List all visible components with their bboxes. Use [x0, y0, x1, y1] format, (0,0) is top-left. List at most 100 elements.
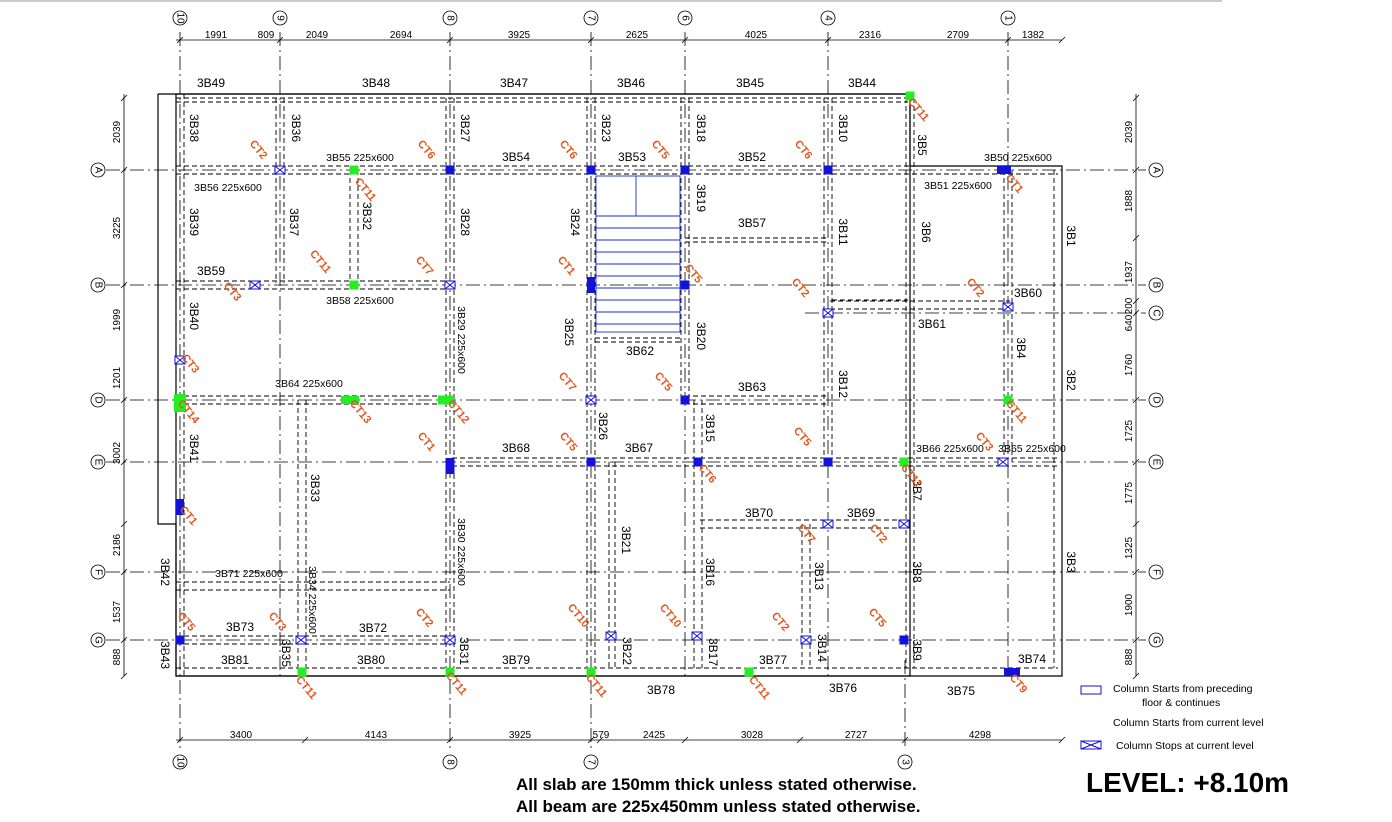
dimension-top: 2709 [947, 30, 970, 41]
column-27 [1004, 668, 1020, 676]
grid-bubble-top-10: 10 [172, 10, 188, 26]
column-0 [905, 91, 915, 101]
beam-label: 3B71 225x600 [215, 568, 283, 580]
dimension-top: 809 [258, 30, 275, 41]
column-type-label: CT2 [247, 138, 270, 162]
column-stop-3 [822, 308, 834, 318]
beam-label: 3B43 [158, 641, 172, 669]
dimension-left: 2186 [112, 533, 123, 556]
column-type-label: CT11 [746, 674, 772, 702]
grid-label: 9 [274, 15, 285, 21]
dimension-bottom: 3028 [741, 730, 764, 741]
grid-label: 4 [822, 15, 833, 21]
level-title: LEVEL: +8.10m [1086, 767, 1289, 798]
grid-bubble-top-8: 8 [442, 10, 458, 26]
column-type-label: CT14 [175, 398, 202, 427]
column-stop-7 [997, 457, 1009, 467]
grid-bubble-right-A: A [1148, 162, 1164, 178]
beam-label: 3B21 [619, 526, 633, 554]
legend-text-continuing: Column Starts from preceding [1113, 683, 1253, 695]
dimension-right: 1325 [1124, 536, 1135, 559]
beam-label: 3B34 225x600 [306, 566, 318, 634]
beam-label: 3B27 [458, 114, 472, 142]
column-type-label: CT5 [557, 430, 580, 454]
beam-label: 3B60 [1014, 286, 1042, 300]
column-stop-14 [800, 635, 812, 645]
grid-label: C [1150, 309, 1161, 316]
column-stop-6 [585, 395, 597, 405]
column-type-label: CT6 [415, 138, 438, 162]
beam-label: 3B41 [187, 434, 201, 462]
column-12 [438, 395, 454, 405]
dimension-top: 2049 [306, 30, 329, 41]
dimension-bottom: 3925 [509, 730, 532, 741]
grid-bubble-left-A: A [90, 162, 106, 178]
beam-label: 3B73 [226, 620, 254, 634]
dimension-top: 3925 [508, 30, 531, 41]
beam-label: 3B53 [618, 150, 646, 164]
beam-label: 3B76 [829, 681, 857, 695]
column-4 [680, 165, 690, 175]
grid-bubble-left-D: D [90, 392, 106, 408]
grid-label: E [92, 459, 103, 466]
grid-label: 8 [444, 759, 455, 765]
columns [174, 91, 1020, 677]
beam-label: 3B47 [500, 76, 528, 90]
column-type-label: CT7 [413, 254, 436, 278]
column-type-label: CT11 [293, 674, 319, 702]
beam-label: 3B79 [502, 653, 530, 667]
dimension-right: 1888 [1124, 189, 1135, 212]
beam-label: 3B52 [738, 150, 766, 164]
grid-label: G [92, 636, 103, 644]
beam-label: 3B15 [703, 414, 717, 442]
column-type-label: CT1 [415, 430, 438, 454]
column-1 [349, 165, 359, 175]
beam-label: 3B50 225x600 [984, 152, 1052, 164]
beam-label: 3B81 [221, 653, 249, 667]
dimension-right: 1900 [1124, 593, 1135, 616]
column-15 [445, 458, 455, 474]
column-10 [174, 394, 186, 412]
beam-label: 3B33 [308, 474, 322, 502]
grid-bubbles: 10 9 8 7 6 4 1 10 8 7 3 A A B B C D D E E F F G G [90, 10, 1164, 770]
beam-label: 3B13 [812, 562, 826, 590]
grid-label: 3 [899, 759, 910, 765]
column-type-labels: CT11 CT2 CT6 CT6 CT5 CT6 CT11 CT1 CT11 CT7 CT1 CT5 C… [175, 96, 1030, 702]
grid-bubble-bottom-8: 8 [442, 754, 458, 770]
column-type-label: CT6 [792, 138, 815, 162]
grid-label: A [1150, 167, 1161, 174]
beam-label: 3B36 [289, 114, 303, 142]
grid-label: D [92, 396, 103, 403]
beam-label: 3B75 [947, 684, 975, 698]
beam-label: 3B72 [359, 621, 387, 635]
beam-label: 3B22 [620, 637, 634, 665]
grid-label: F [92, 569, 103, 575]
dimension-top: 2694 [390, 30, 413, 41]
column-2 [445, 165, 455, 175]
beam-label: 3B19 [694, 184, 708, 212]
column-type-label: CT11 [443, 670, 469, 698]
grid-bubble-bottom-3: 3 [897, 754, 913, 770]
beam-label: 3B8 [910, 561, 924, 583]
beam-label: 3B18 [694, 114, 708, 142]
grid-label: G [1150, 636, 1161, 644]
grid-bubble-bottom-10: 10 [172, 754, 188, 770]
column-type-label: CT5 [866, 606, 889, 630]
beam-label: 3B9 [910, 639, 924, 661]
beam-label: 3B45 [736, 76, 764, 90]
grid-bubble-top-4: 4 [820, 10, 836, 26]
column-8 [587, 277, 595, 293]
column-type-label: CT7 [556, 370, 579, 394]
beam-label: 3B65 225x600 [998, 443, 1066, 455]
beam-label: 3B1 [1064, 225, 1078, 247]
beam-label: 3B4 [1014, 337, 1028, 359]
beam-label: 3B12 [836, 370, 850, 398]
column-type-label: CT2 [867, 522, 890, 546]
column-type-label: CT3 [221, 280, 244, 304]
beam-label: 3B57 [738, 216, 766, 230]
grid-bubble-right-B: B [1148, 277, 1164, 293]
beam-label: 3B20 [694, 322, 708, 350]
column-17 [693, 457, 703, 467]
